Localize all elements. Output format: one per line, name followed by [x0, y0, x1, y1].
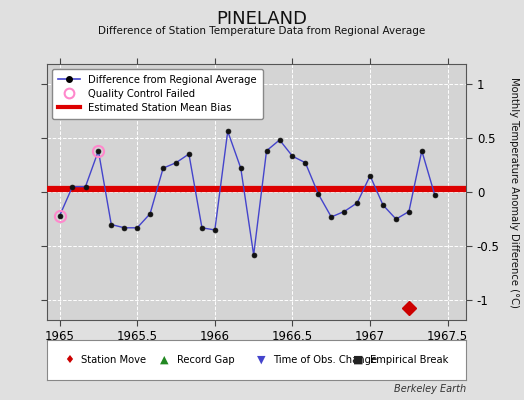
- Text: Time of Obs. Change: Time of Obs. Change: [274, 355, 378, 365]
- Text: PINELAND: PINELAND: [216, 10, 308, 28]
- Text: ▲: ▲: [160, 355, 169, 365]
- Y-axis label: Monthly Temperature Anomaly Difference (°C): Monthly Temperature Anomaly Difference (…: [509, 76, 519, 308]
- Text: ■: ■: [353, 355, 364, 365]
- Legend: Difference from Regional Average, Quality Control Failed, Estimated Station Mean: Difference from Regional Average, Qualit…: [52, 69, 263, 119]
- Text: ▼: ▼: [257, 355, 265, 365]
- Text: Record Gap: Record Gap: [177, 355, 235, 365]
- Text: Station Move: Station Move: [81, 355, 146, 365]
- Text: Empirical Break: Empirical Break: [370, 355, 449, 365]
- Text: ♦: ♦: [64, 355, 74, 365]
- Text: Berkeley Earth: Berkeley Earth: [394, 384, 466, 394]
- Text: Difference of Station Temperature Data from Regional Average: Difference of Station Temperature Data f…: [99, 26, 425, 36]
